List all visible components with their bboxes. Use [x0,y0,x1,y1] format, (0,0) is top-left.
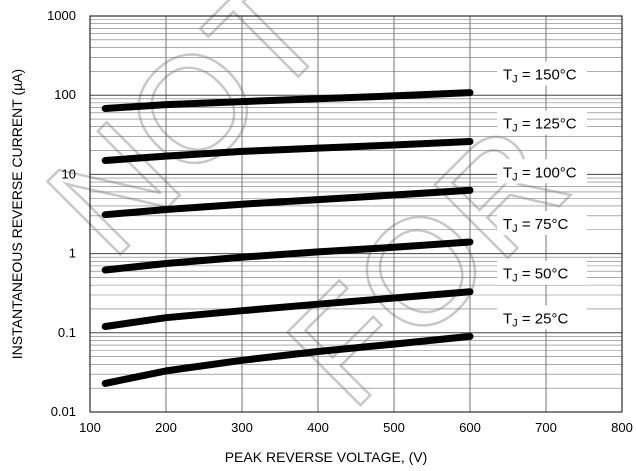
y-tick-label: 10 [62,166,76,181]
y-axis-ticks: 0.01 0.1 1 10 100 1000 [47,8,76,419]
x-tick-label: 300 [231,420,253,435]
y-tick-label: 0.01 [51,404,76,419]
x-tick-label: 800 [611,420,633,435]
series-label-bg [497,110,587,135]
y-tick-label: 1 [69,246,76,261]
series-line [101,138,474,164]
x-axis-ticks: 100 200 300 400 500 600 700 800 [79,420,633,435]
y-tick-label: 100 [54,87,76,102]
series-label-bg [497,159,587,184]
series-line [101,238,474,274]
series-label: TJ = 125°C [503,116,577,135]
series-label: TJ = 50°C [503,266,568,285]
y-tick-label: 1000 [47,8,76,23]
series-label-bg [497,260,587,285]
series-label: TJ = 100°C [503,164,577,183]
series-line [101,288,474,330]
y-axis-label: INSTANTANEOUS REVERSE CURRENT (µA) [9,69,25,359]
series-label: TJ = 150°C [503,67,577,86]
series [101,89,474,387]
x-tick-label: 400 [307,420,329,435]
series-line [101,332,474,387]
x-tick-label: 200 [155,420,177,435]
series-labels: TJ = 150°C TJ = 125°C TJ = 100°C TJ = 75°C T… [497,61,587,330]
x-tick-label: 500 [383,420,405,435]
plot-frame [89,15,623,413]
series-label-bg [497,61,587,86]
series-line [101,186,474,219]
series-label-bg [497,305,587,330]
x-tick-label: 100 [79,420,101,435]
y-tick-label: 0.1 [58,325,76,340]
x-axis-label: PEAK REVERSE VOLTAGE, (V) [225,449,428,465]
watermark-text-1: NOT [16,0,359,286]
series-label: TJ = 75°C [503,216,568,235]
x-tick-label: 600 [459,420,481,435]
series-label-bg [497,211,587,236]
series-line [101,89,474,112]
series-label: TJ = 25°C [503,310,568,329]
x-tick-label: 700 [535,420,557,435]
